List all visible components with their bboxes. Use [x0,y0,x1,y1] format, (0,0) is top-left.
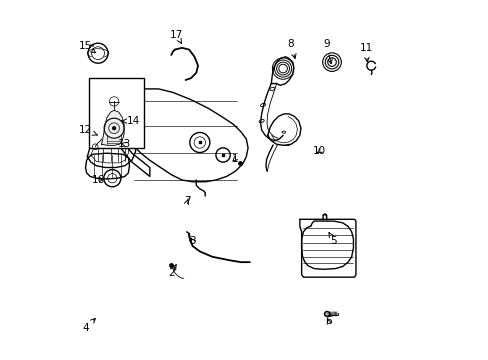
Text: 15: 15 [79,41,95,53]
Polygon shape [121,89,247,182]
Polygon shape [301,221,353,269]
Text: 5: 5 [328,233,336,246]
Text: 8: 8 [287,39,295,58]
Text: 2: 2 [167,265,176,278]
Polygon shape [102,111,124,145]
Polygon shape [271,57,293,85]
Text: 12: 12 [79,125,98,135]
Text: 11: 11 [359,43,372,62]
Text: 13: 13 [118,139,131,149]
Text: 16: 16 [91,175,104,185]
Polygon shape [85,153,129,179]
Polygon shape [87,132,135,167]
Text: 4: 4 [82,319,95,333]
Text: 6: 6 [325,316,331,326]
Text: 3: 3 [189,236,196,246]
Polygon shape [98,102,149,176]
Polygon shape [267,114,300,145]
Text: 10: 10 [312,147,325,157]
Text: 1: 1 [232,154,239,163]
FancyBboxPatch shape [89,78,144,148]
Text: 9: 9 [323,39,332,64]
Circle shape [324,311,329,316]
Text: 14: 14 [122,116,140,126]
Text: 17: 17 [170,30,183,44]
Circle shape [112,126,116,130]
Text: 7: 7 [183,197,190,206]
